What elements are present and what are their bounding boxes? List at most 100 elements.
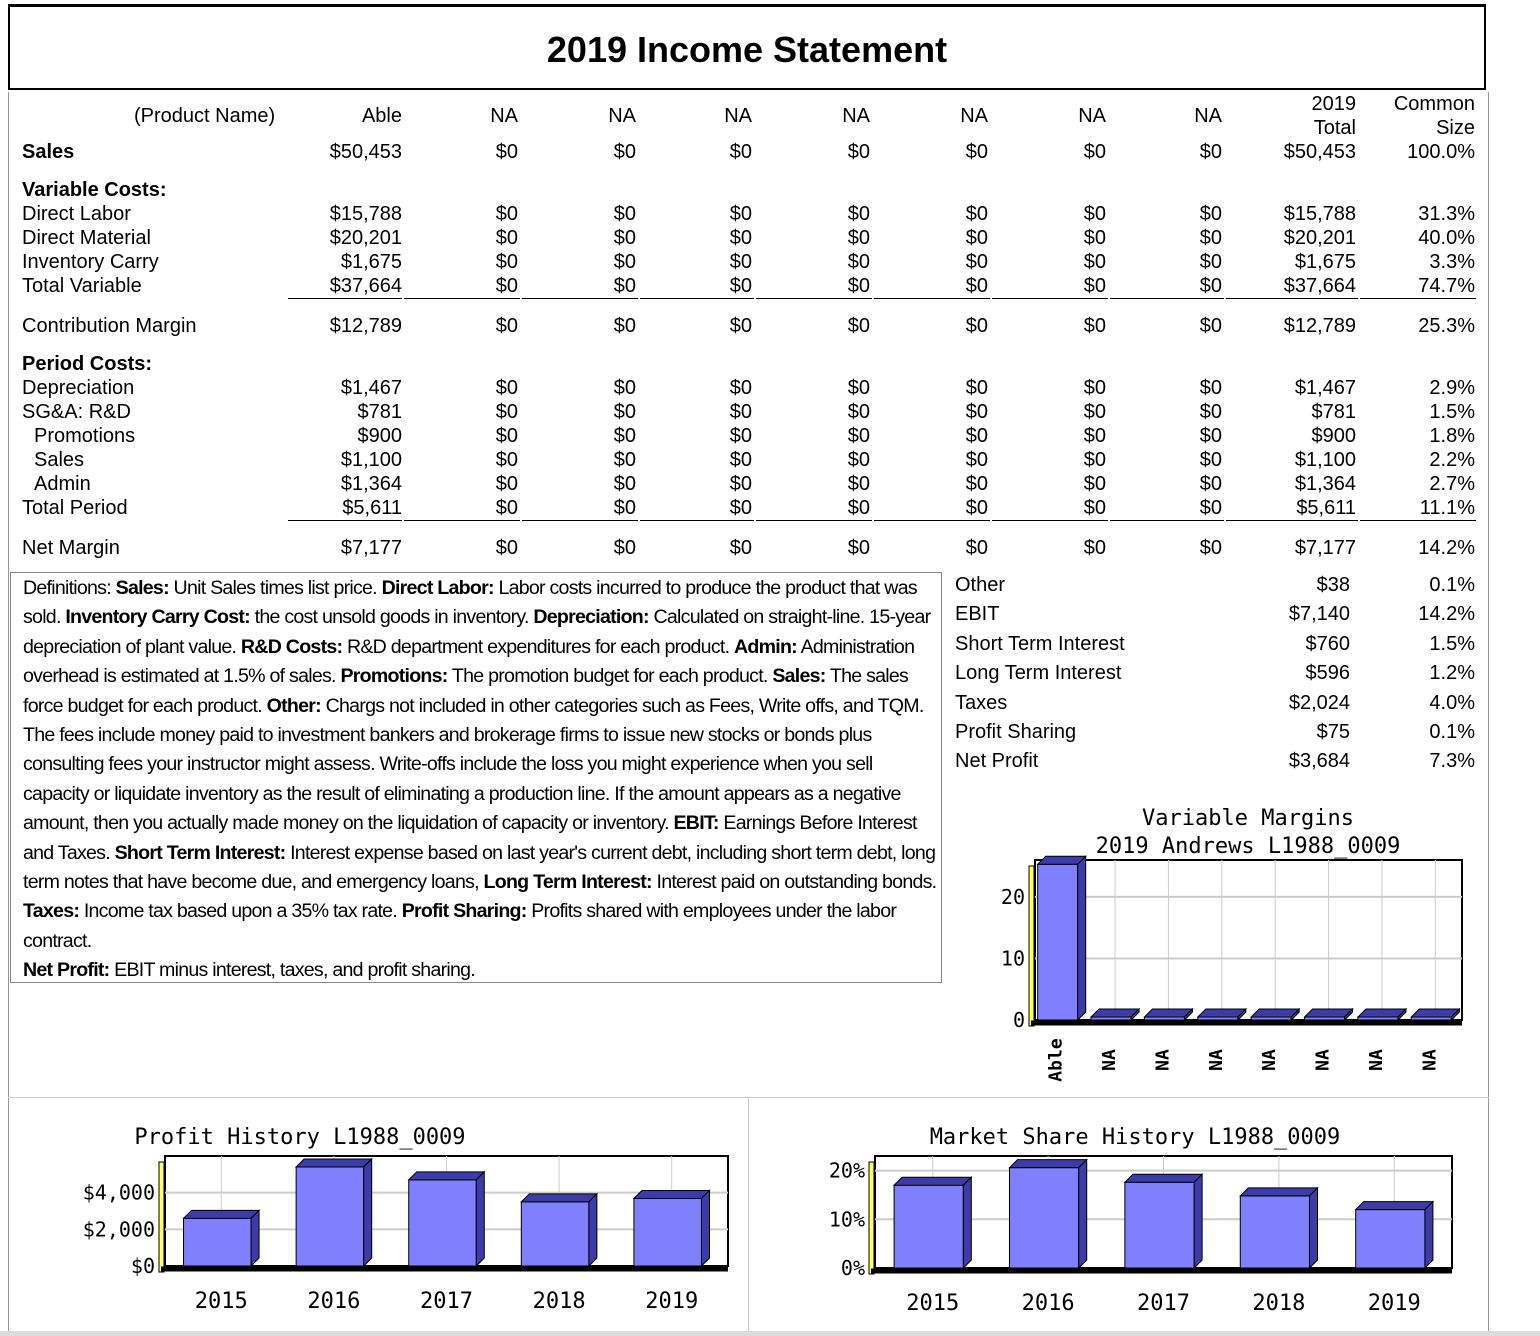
common-size-value: 25.3% [1418,315,1475,337]
bar-side [1237,1007,1247,1022]
cell-value: $0 [965,377,988,399]
x-tick-label: 2016 [307,1289,360,1314]
y-tick-label: 20% [829,1159,865,1183]
chart-title: Variable Margins [1142,806,1354,831]
bar-top [1354,1201,1435,1211]
cell-value: $0 [847,141,870,163]
common-size-value: 14.2% [1418,537,1475,559]
bar [183,1217,252,1267]
profit-history-chart: Profit History L1988_0009 $0 $2,000 $4,000 2… [83,1125,729,1314]
cell-value: $0 [1199,251,1222,273]
definition-text: Labor costs incurred to produce the prod… [23,577,918,629]
definition-text: Promotions: [340,665,448,688]
summary-label: Profit Sharing [955,721,1077,743]
summary-label: Taxes [955,691,1008,714]
bar-side [250,1209,260,1268]
row-label: Period Costs: [22,353,153,375]
cell-value: $0 [613,473,636,495]
cell-value: $0 [1199,497,1222,519]
total-value: $5,611 [1296,497,1356,519]
cell-value: $1,467 [340,377,402,399]
cell-value: $0 [495,315,518,337]
cell-value: $0 [729,537,752,559]
cell-value: $0 [847,537,870,559]
bar-top [1123,1173,1204,1183]
common-size-value: 100.0% [1407,141,1475,163]
bar-side [962,1176,972,1270]
row-label: Depreciation [22,377,135,399]
summary-value: $596 [1305,662,1351,685]
underline [404,298,520,299]
bar-top [1008,1159,1088,1169]
cell-value: $0 [965,203,988,225]
cell-value: $0 [495,275,518,297]
cell-value: $0 [613,497,636,519]
common-size-value: 74.7% [1418,275,1475,297]
y-tick-label: 0 [1013,1008,1025,1032]
cell-value: $0 [847,315,870,337]
underline [1110,298,1224,299]
summary-common-size: 7.3% [1429,750,1475,773]
total-value: $1,100 [1294,449,1356,471]
bar-top [1239,1187,1319,1197]
cell-value: $0 [729,227,752,249]
definition-text: Inventory Carry Cost: [65,606,250,629]
definition-text: R&D Costs: [240,635,343,658]
underline [288,520,402,521]
cell-value: $50,453 [329,141,402,163]
axis-wall [868,1161,875,1275]
product-header: Able [361,105,402,127]
total-header-year: 2019 [1311,93,1357,115]
bottom-edge [0,1331,1540,1336]
row-label: Total Period [22,497,128,519]
cell-value: $0 [965,401,988,423]
bar [1008,1167,1080,1269]
definition-text: Other: [266,694,322,717]
definition-text: the cost unsold goods in inventory. [249,606,534,629]
underline [1360,520,1476,521]
axis-wall [158,1161,165,1273]
definition-text: Income tax based upon a 35% tax rate. [79,900,402,923]
row-label: SG&A: R&D [22,401,131,423]
cell-value: $0 [729,497,752,519]
underline [992,298,1108,299]
cell-value: $0 [729,449,752,471]
product-header: NA [724,105,752,127]
cell-value: $0 [847,497,870,519]
bar-side [1344,1007,1354,1022]
bar-side [1078,1158,1088,1270]
cell-value: $0 [1199,473,1222,495]
summary-common-size: 0.1% [1429,574,1475,596]
definition-text: Long Term Interest: [483,871,653,894]
summary-value: $7,140 [1288,603,1350,626]
cell-value: $0 [729,425,752,447]
page-title: 2019 Income Statement [546,29,948,70]
definition-text: R&D department expenditures for each pro… [342,635,734,658]
total-value: $37,664 [1283,275,1356,297]
common-size-value: 2.9% [1429,377,1475,399]
common-size-value: 2.7% [1429,473,1475,495]
summary-value: $38 [1316,574,1350,596]
underline [1226,520,1358,521]
definition-text: Net Profit: [23,959,110,982]
row-label: Net Margin [22,537,120,559]
bar [520,1201,590,1267]
definition-text: Profit Sharing: [401,900,528,923]
definition-text: Calculated on straight-line. 15-year dep… [23,606,931,658]
x-tick-label: 2019 [1368,1291,1421,1316]
cell-value: $0 [965,275,988,297]
cell-value: $0 [495,377,518,399]
axis-wall [1028,865,1035,1027]
row-label: Promotions [34,425,136,447]
row-label: Total Variable [22,275,142,297]
row-label: Variable Costs: [22,179,167,201]
total-value: $781 [1311,401,1357,423]
cell-value: $0 [613,425,636,447]
summary-common-size: 4.0% [1429,691,1475,714]
definition-text: Administration overhead is estimated at … [23,635,915,688]
bar-side [1424,1200,1434,1270]
market-share-history-chart: Market Share History L1988_0009 0% 10% 20% 2… [829,1125,1453,1316]
cell-value: $0 [1199,401,1222,423]
summary-value: $75 [1316,721,1350,743]
cell-value: $0 [1083,497,1106,519]
